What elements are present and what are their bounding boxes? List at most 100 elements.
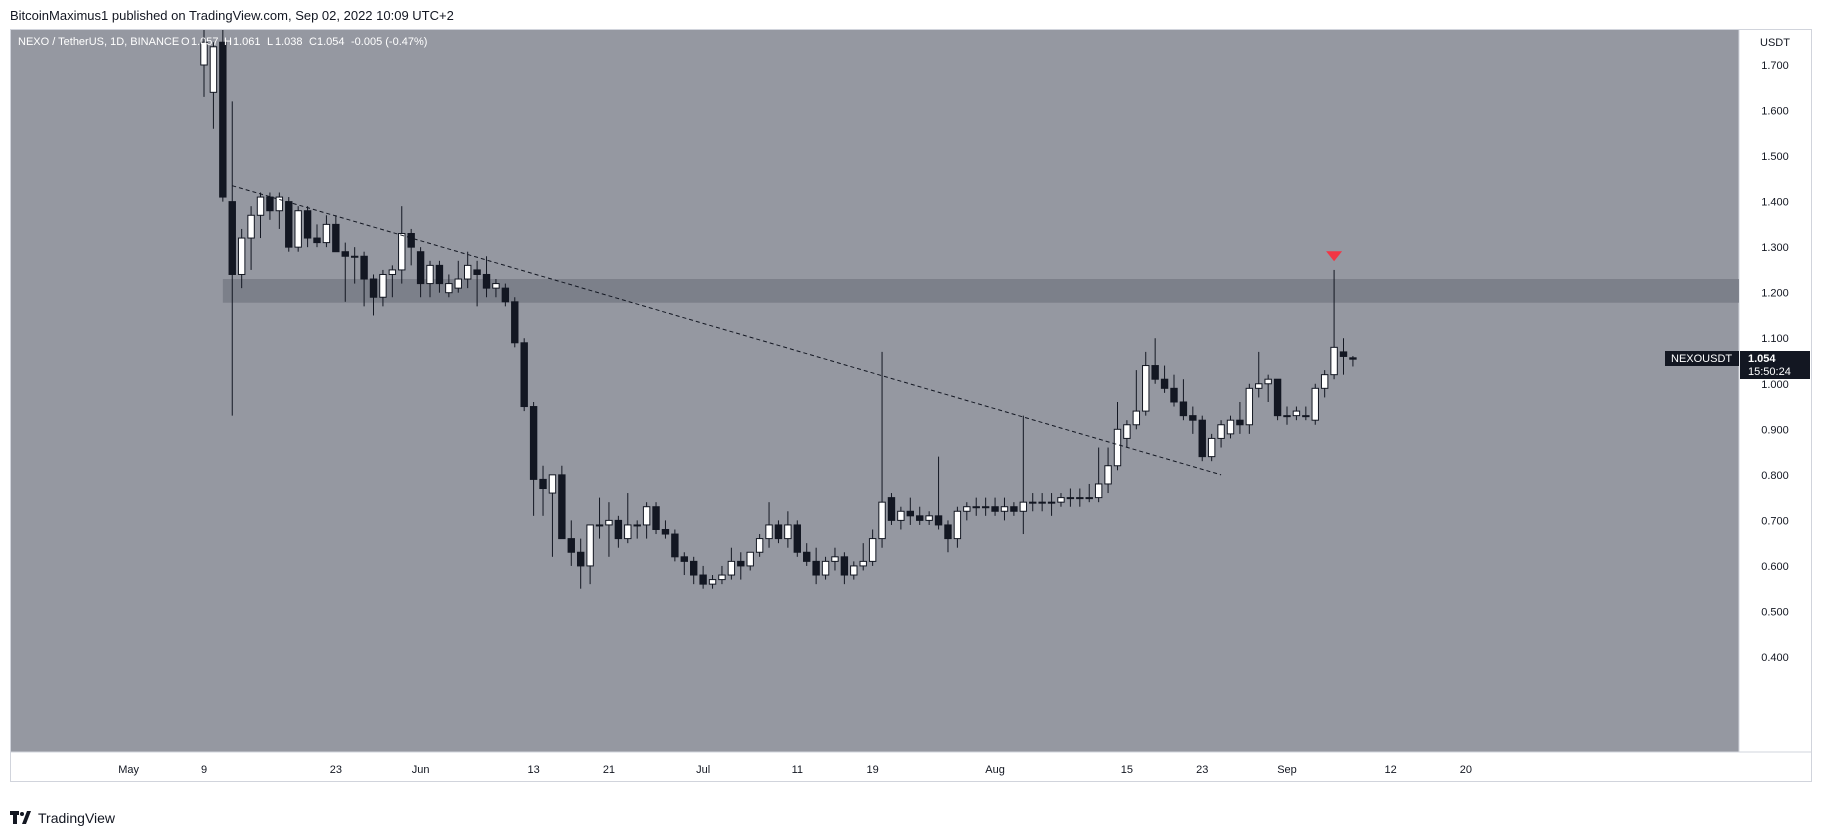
candle [586, 524, 594, 585]
candle-body [426, 264, 434, 285]
candle-body [407, 232, 415, 248]
candle-body [614, 519, 623, 540]
candle-body [972, 506, 980, 509]
x-tick-label: 12 [1384, 764, 1396, 776]
candle [972, 497, 980, 516]
candle [831, 547, 839, 571]
y-tick-label: 1.600 [1761, 106, 1789, 118]
candle-body [765, 524, 773, 540]
candle-body [492, 283, 500, 289]
y-tick-label: 0.900 [1761, 424, 1789, 436]
y-tick-label: 1.500 [1761, 151, 1789, 163]
x-tick-label: 23 [330, 764, 342, 776]
candle [812, 547, 820, 585]
current-price-label[interactable]: NEXOUSDT 1.054 15:50:24 [1665, 351, 1810, 379]
candle-body [1292, 410, 1301, 417]
candle [633, 520, 641, 539]
chart-panel[interactable]: USDT 0.400 0.500 0.600 0.700 0.800 0.900 1.000… [10, 29, 1812, 782]
candlestick-chart[interactable]: USDT 0.400 0.500 0.600 0.700 0.800 0.900 1.000… [11, 30, 1812, 782]
candle-body [1160, 378, 1169, 389]
candle-body [1104, 465, 1112, 485]
candle [1217, 420, 1225, 448]
y-tick-label: 1.400 [1761, 197, 1789, 209]
candle [463, 251, 472, 289]
candle [840, 552, 849, 585]
candle [322, 215, 331, 248]
candle-body [803, 551, 811, 562]
rejection-marker-icon [1326, 251, 1343, 262]
footer-brand[interactable]: TradingView [38, 810, 116, 826]
candle-body [1132, 410, 1141, 426]
candle [859, 543, 867, 571]
candle-body [1198, 419, 1206, 458]
candle-body [237, 237, 246, 275]
candle [350, 247, 359, 284]
candle [1010, 502, 1018, 516]
x-tick-label: 21 [603, 764, 615, 776]
candle [737, 552, 745, 580]
candle [313, 224, 321, 248]
descending-trendline [232, 185, 1222, 476]
candle-body [934, 515, 943, 526]
legend-low-value: 1.038 [275, 36, 303, 48]
candle-body [1151, 365, 1159, 380]
candle [369, 274, 378, 316]
candle [454, 260, 462, 293]
candle-body [1255, 383, 1263, 389]
candle [285, 197, 293, 252]
candle-body [275, 196, 284, 212]
publish-header: BitcoinMaximus1 published on TradingView… [10, 8, 454, 23]
candle-body [398, 232, 406, 271]
y-tick-label: 1.000 [1761, 379, 1789, 391]
candle [256, 192, 265, 239]
candle [1170, 374, 1178, 407]
candle-body [558, 474, 566, 540]
candle-body [576, 551, 585, 567]
candle-body [1066, 497, 1075, 500]
candle [548, 474, 557, 557]
candle-body [1189, 415, 1197, 421]
x-tick-label: 23 [1196, 764, 1208, 776]
candle-body [746, 551, 754, 567]
candle [1330, 269, 1338, 380]
x-tick-label: 15 [1121, 764, 1133, 776]
candle-body [1320, 374, 1329, 389]
legend-close-label: C [309, 36, 317, 48]
candle-body [1339, 351, 1348, 357]
candle-body [1142, 365, 1150, 412]
candle [1264, 374, 1272, 402]
candle [1142, 351, 1150, 416]
publish-info: BitcoinMaximus1 published on TradingView… [10, 8, 454, 23]
candle-body [981, 506, 990, 509]
candle [388, 265, 397, 298]
candle [398, 206, 406, 284]
candle [341, 242, 349, 302]
y-tick-label: 1.100 [1761, 333, 1789, 345]
candle-body [906, 510, 915, 517]
price-label-value-bg [1740, 351, 1810, 379]
time-axis-area[interactable] [11, 752, 1812, 782]
candle [275, 192, 284, 229]
candle [680, 552, 688, 576]
x-tick-label: Jul [696, 764, 710, 776]
tradingview-logo-icon[interactable] [10, 811, 32, 825]
price-axis-area[interactable] [1739, 30, 1812, 752]
candle [642, 502, 651, 539]
x-tick-label: Aug [985, 764, 1005, 776]
candle [511, 297, 519, 348]
candle-body [595, 524, 604, 527]
candle [266, 192, 274, 220]
candle-body [1311, 387, 1319, 421]
candle-body [1076, 497, 1084, 500]
candle-body [831, 556, 839, 562]
candle-body [812, 560, 820, 576]
y-tick-label: 0.500 [1761, 606, 1789, 618]
legend-close-value: 1.054 [317, 36, 345, 48]
candle [426, 260, 434, 298]
candle-body [1349, 357, 1357, 360]
candle-body [850, 565, 858, 576]
legend-low-label: L [267, 36, 273, 48]
candle [1029, 493, 1037, 512]
candle-body [878, 501, 886, 540]
candle-body [1047, 501, 1056, 504]
